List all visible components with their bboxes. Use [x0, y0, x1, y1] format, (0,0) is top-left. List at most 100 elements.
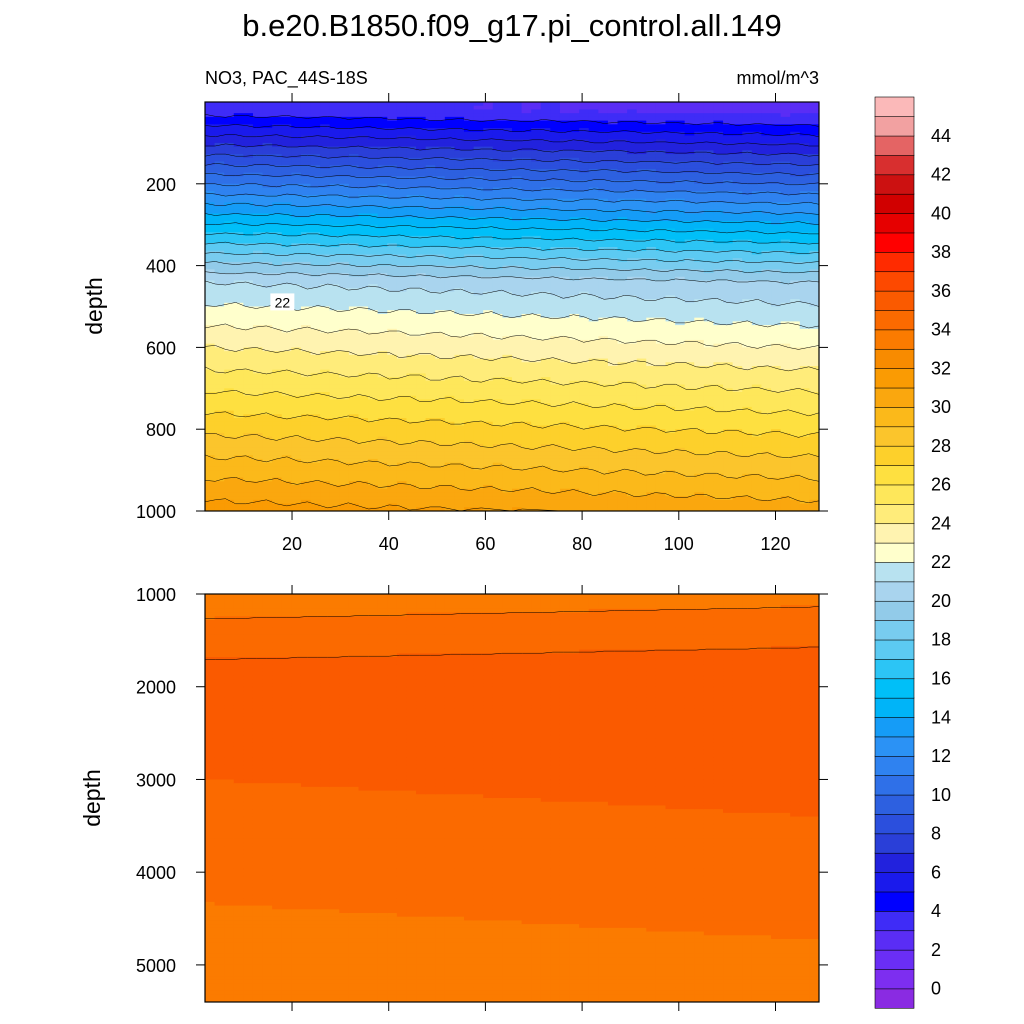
contour-cell [627, 499, 638, 505]
contour-cell [396, 150, 408, 155]
contour-cell [579, 336, 590, 341]
contour-cell [233, 351, 244, 356]
contour-cell [502, 406, 513, 412]
contour-cell [416, 425, 427, 430]
contour-cell [300, 339, 312, 345]
contour-cell [291, 131, 302, 137]
contour-cell [281, 142, 292, 148]
contour-cell [617, 462, 628, 467]
contour-cell [559, 220, 571, 226]
contour-cell [598, 239, 609, 244]
contour-cell [627, 287, 638, 293]
contour-cell [224, 354, 235, 360]
contour-cell [579, 507, 590, 511]
contour-cell [348, 157, 360, 163]
contour-cell [636, 213, 647, 218]
contour-cell [339, 403, 350, 408]
contour-cell [435, 410, 446, 415]
contour-cell [310, 328, 321, 334]
contour-cell [348, 261, 360, 267]
contour-cell [473, 299, 484, 304]
contour-cell [588, 247, 599, 252]
contour-cell [559, 165, 571, 170]
contour-cell [540, 131, 551, 137]
contour-cell [512, 273, 523, 278]
contour-cell [310, 343, 321, 348]
contour-cell [531, 276, 542, 282]
contour-cell [540, 265, 551, 270]
contour-cell [464, 228, 475, 233]
contour-cell [588, 120, 599, 125]
contour-cell [358, 410, 369, 415]
contour-cell [281, 369, 292, 375]
contour-cell [281, 440, 292, 445]
contour-cell [368, 168, 379, 174]
contour-cell [579, 496, 590, 501]
contour-cell [416, 310, 427, 315]
contour-cell [377, 213, 388, 218]
contour-cell [435, 473, 446, 479]
contour-cell [559, 418, 571, 423]
contour-cell [368, 287, 379, 293]
contour-cell [416, 291, 427, 296]
contour-cell [329, 321, 340, 326]
contour-cell [627, 351, 638, 356]
contour-cell [636, 194, 647, 200]
contour-cell [579, 206, 590, 211]
contour-cell [329, 194, 340, 200]
contour-cell [377, 492, 388, 497]
contour-cell [464, 429, 475, 434]
contour-cell [243, 116, 254, 122]
contour-cell [569, 321, 580, 326]
contour-cell [598, 202, 609, 207]
contour-cell [339, 310, 350, 315]
contour-cell [473, 410, 484, 415]
contour-cell [492, 410, 503, 415]
contour-cell [387, 358, 398, 363]
contour-cell [454, 191, 465, 196]
contour-cell [492, 392, 503, 397]
contour-cell [233, 176, 244, 181]
contour-cell [483, 347, 494, 352]
contour-cell [579, 168, 590, 174]
contour-cell [329, 470, 340, 475]
contour-cell [224, 458, 235, 464]
contour-cell [310, 217, 321, 222]
contour-cell [588, 384, 599, 389]
contour-cell [559, 436, 571, 441]
contour-cell [425, 287, 436, 293]
contour-cell [444, 139, 456, 144]
contour-cell [214, 202, 225, 207]
contour-cell [502, 124, 513, 129]
contour-cell [492, 384, 503, 389]
contour-cell [617, 458, 628, 464]
contour-cell [300, 496, 312, 501]
contour-cell [502, 481, 513, 486]
contour-cell [579, 269, 590, 274]
contour-cell [540, 139, 551, 144]
contour-cell [252, 261, 264, 267]
contour-cell [464, 369, 475, 375]
contour-cell [233, 406, 244, 412]
contour-cell [214, 473, 225, 479]
contour-cell [396, 191, 408, 196]
contour-cell [540, 451, 551, 456]
contour-cell [387, 351, 398, 356]
contour-cell [636, 239, 647, 244]
contour-cell [368, 313, 379, 319]
contour-cell [579, 128, 590, 133]
contour-cell [262, 250, 273, 256]
contour-cell [243, 392, 254, 397]
contour-cell [617, 321, 628, 326]
contour-cell [483, 436, 494, 441]
contour-cell [358, 358, 369, 363]
contour-cell [320, 209, 331, 215]
contour-cell [281, 168, 292, 174]
contour-cell [617, 235, 628, 241]
contour-cell [559, 116, 571, 122]
contour-cell [358, 351, 369, 356]
contour-cell [406, 239, 417, 244]
contour-cell [559, 477, 571, 482]
contour-cell [214, 299, 225, 304]
contour-cell [387, 265, 398, 270]
